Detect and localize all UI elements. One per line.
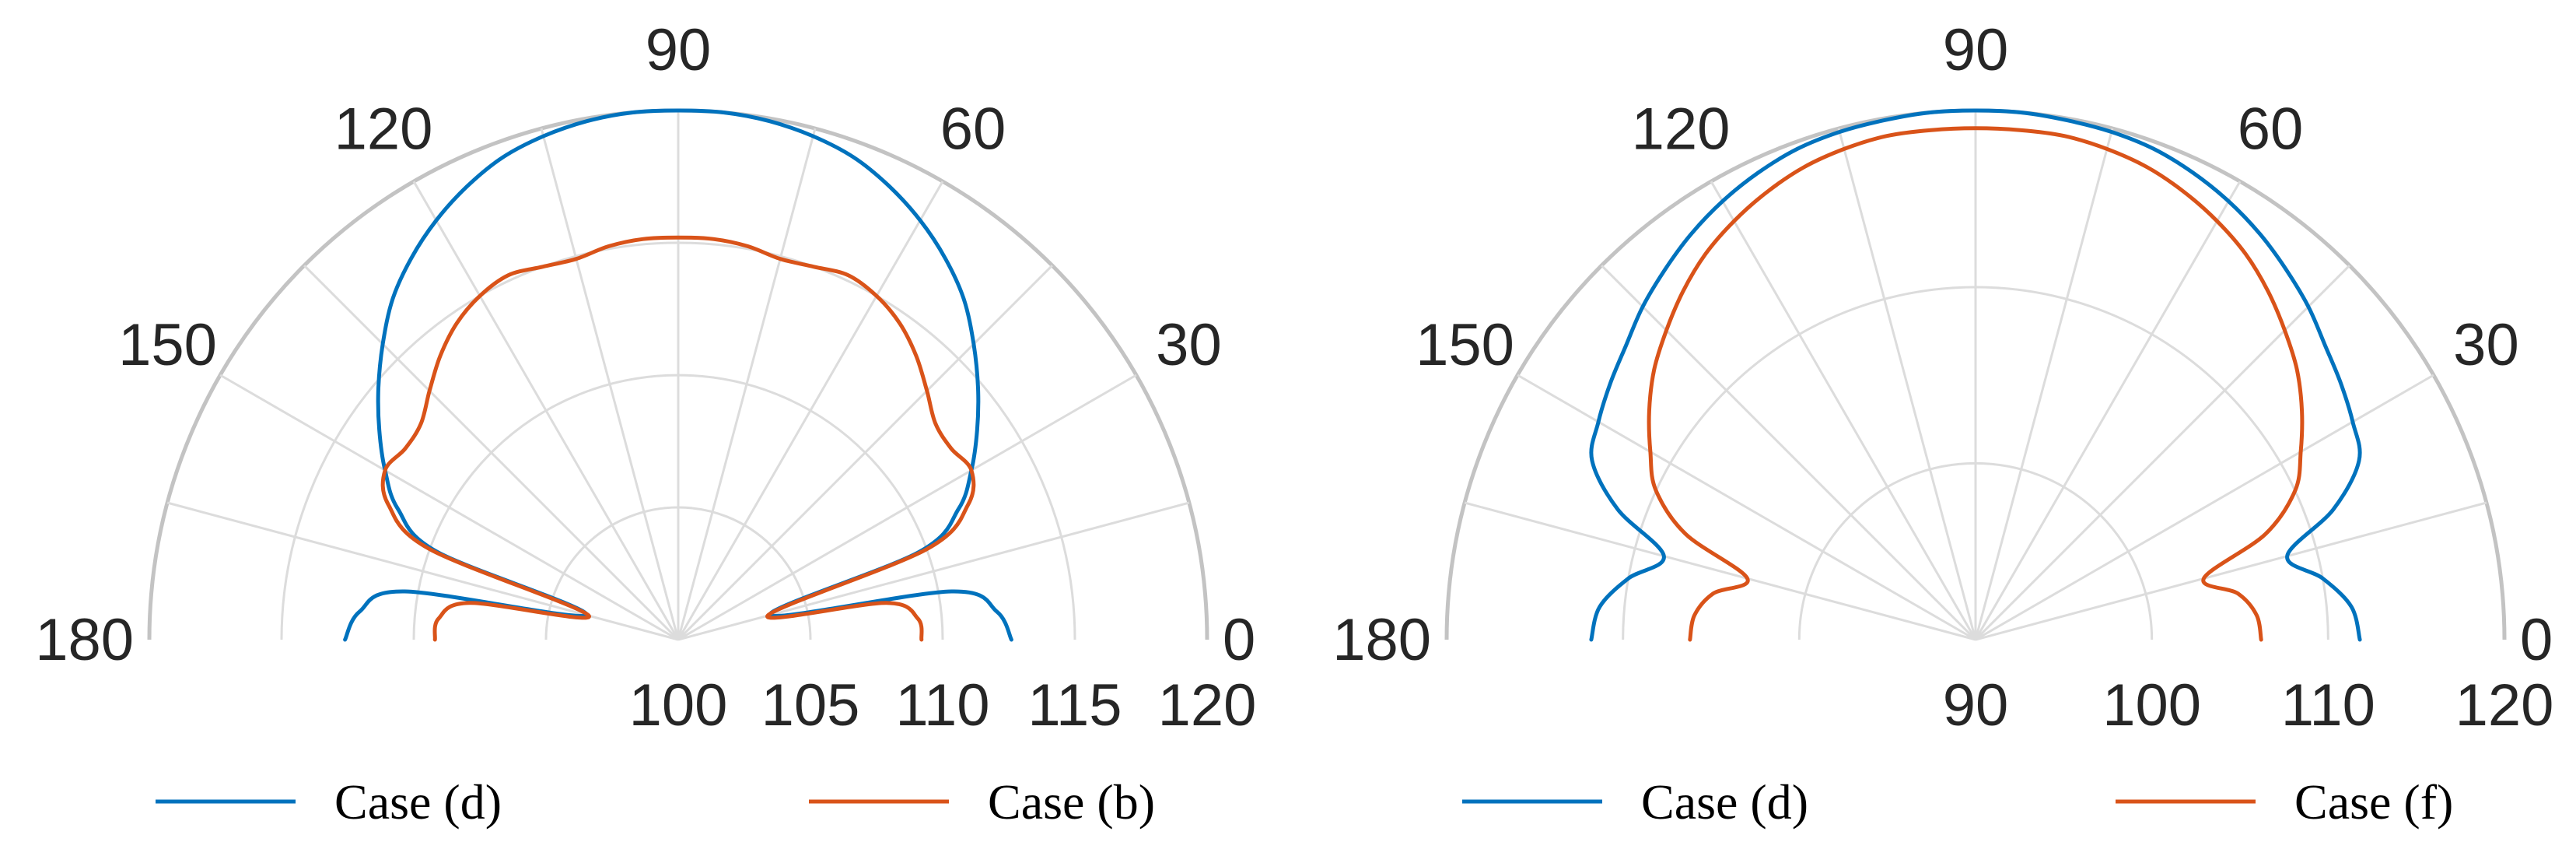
legend-label: Case (f) bbox=[2294, 774, 2453, 830]
series-line-orange bbox=[1647, 126, 2305, 642]
angular-grid-spoke bbox=[1517, 374, 1976, 641]
r-tick-label: 105 bbox=[761, 672, 860, 738]
theta-tick-label: 120 bbox=[1632, 96, 1731, 163]
series-line-blue bbox=[1589, 108, 2362, 642]
r-tick-label: 115 bbox=[1027, 672, 1122, 738]
series-line-orange bbox=[380, 235, 976, 642]
series-line-blue bbox=[343, 108, 1013, 642]
theta-tick-label: 180 bbox=[1332, 607, 1431, 673]
angular-grid-spoke bbox=[677, 128, 817, 640]
theta-tick-label: 180 bbox=[35, 607, 134, 673]
r-tick-label: 110 bbox=[895, 672, 989, 738]
angular-grid-spoke bbox=[412, 181, 680, 640]
theta-tick-label: 150 bbox=[118, 312, 217, 378]
angular-grid-spoke bbox=[1837, 128, 1977, 640]
r-tick-label: 100 bbox=[629, 672, 728, 738]
theta-tick-label: 30 bbox=[1156, 312, 1222, 378]
theta-tick-label: 90 bbox=[1943, 17, 2009, 83]
angular-grid-spoke bbox=[1601, 265, 1977, 641]
angular-grid-spoke bbox=[677, 374, 1137, 641]
r-tick-label: 120 bbox=[1158, 672, 1257, 738]
polar-panel-left: 0 30 60 90 120 150 180 100 105 110 115 120 Case (d) C… bbox=[35, 17, 1256, 830]
angular-grid-spoke bbox=[303, 265, 680, 641]
r-tick-label: 90 bbox=[1943, 672, 2009, 738]
angular-grid-spoke bbox=[1464, 501, 1976, 641]
theta-tick-label: 30 bbox=[2453, 312, 2519, 378]
theta-tick-label: 120 bbox=[334, 96, 433, 163]
angular-grid-spoke bbox=[677, 181, 944, 640]
angular-grid-spoke bbox=[1710, 181, 1977, 640]
angular-grid-spoke bbox=[166, 501, 679, 641]
r-tick-label: 110 bbox=[2281, 672, 2375, 738]
angular-grid-spoke bbox=[1975, 374, 2434, 641]
angular-grid-spoke bbox=[677, 501, 1190, 641]
legend-label: Case (b) bbox=[988, 774, 1155, 830]
angular-grid-spoke bbox=[1974, 128, 2114, 640]
r-tick-label: 100 bbox=[2102, 672, 2201, 738]
angular-grid-spoke bbox=[1975, 501, 2487, 641]
theta-tick-label: 90 bbox=[646, 17, 712, 83]
theta-tick-label: 150 bbox=[1416, 312, 1514, 378]
angular-grid-spoke bbox=[677, 265, 1053, 641]
angular-grid-spoke bbox=[219, 374, 679, 641]
theta-tick-label: 0 bbox=[1223, 607, 1255, 673]
polar-panel-right: 0 30 60 90 120 150 180 90 100 110 120 Case (d) Case … bbox=[1332, 17, 2553, 830]
angular-grid-spoke bbox=[1974, 265, 2350, 641]
angular-grid-spoke bbox=[1974, 181, 2242, 640]
theta-tick-label: 60 bbox=[940, 96, 1006, 163]
r-tick-label: 120 bbox=[2455, 672, 2554, 738]
legend-label: Case (d) bbox=[1641, 774, 1808, 830]
angular-grid-spoke bbox=[540, 128, 680, 640]
theta-tick-label: 0 bbox=[2520, 607, 2553, 673]
legend-label: Case (d) bbox=[334, 774, 502, 830]
theta-tick-label: 60 bbox=[2238, 96, 2304, 163]
